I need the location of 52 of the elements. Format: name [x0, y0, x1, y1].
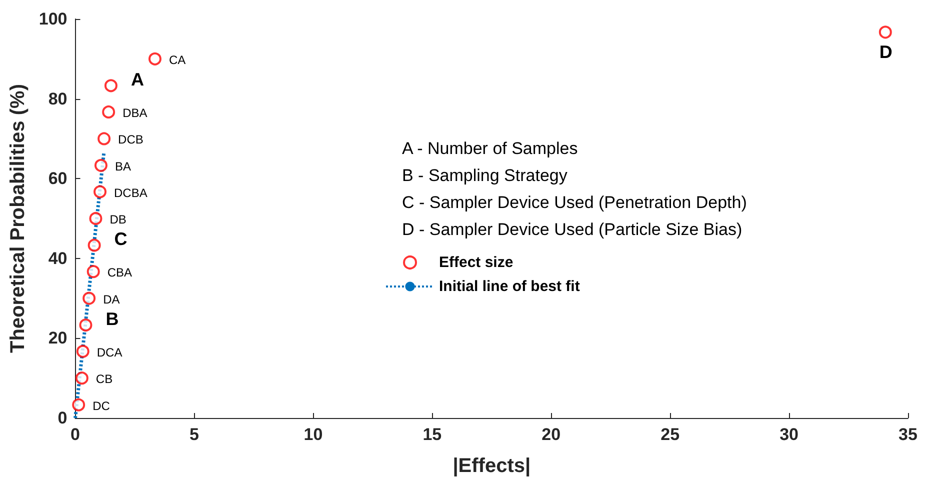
y-tick-label: 40 [48, 248, 68, 268]
x-tick-label: 35 [898, 425, 918, 444]
annotation: BA [114, 159, 131, 174]
legend-label: Effect size [439, 254, 514, 271]
annotation: A - Number of Samples [402, 139, 578, 158]
annotation: CB [96, 372, 113, 386]
annotation: DC [92, 398, 110, 413]
annotation: B - Sampling Strategy [402, 166, 568, 185]
point [82, 292, 96, 305]
x-tick-label: 5 [189, 425, 199, 444]
annotation: C [114, 229, 128, 250]
annotation: DB [110, 212, 126, 226]
annotation: B [106, 309, 119, 330]
y-tick-label: 20 [48, 328, 68, 348]
y-tick-label: 80 [48, 89, 68, 108]
annotation: DA [103, 292, 120, 306]
x-axis-title: |Effects| [452, 455, 531, 477]
annotation: D - Sampler Device Used (Particle Size Bias) [402, 220, 742, 239]
annotation: C - Sampler Device Used (Penetration Depth) [402, 193, 747, 212]
y-tick-label: 60 [48, 169, 68, 188]
annotation: DCA [96, 345, 122, 360]
point [75, 372, 88, 385]
point [102, 105, 116, 118]
y-tick-label: 0 [58, 408, 68, 428]
point [94, 158, 108, 172]
y-axis-title: Theoretical Probabilities (%) [7, 84, 29, 353]
point [89, 212, 102, 225]
annotation: A [130, 70, 144, 90]
point [104, 79, 118, 92]
annotation: CBA [107, 266, 132, 280]
annotation: D [879, 42, 892, 62]
point [98, 132, 111, 146]
annotation: DCBA [114, 186, 148, 200]
x-tick-label: 20 [542, 425, 561, 444]
point [94, 185, 107, 198]
point [86, 265, 100, 278]
point [72, 398, 86, 412]
annotation: DCB [118, 132, 144, 147]
x-tick-label: 10 [304, 425, 323, 444]
x-tick-label: 30 [780, 425, 798, 444]
legend-label: Initial line of best fit [439, 278, 580, 295]
annotation: DBA [122, 106, 148, 120]
annotation: CA [168, 52, 186, 67]
point [878, 26, 892, 39]
x-tick-label: 25 [660, 425, 680, 444]
y-tick-label: 100 [38, 10, 68, 28]
point [88, 238, 101, 252]
point [79, 318, 92, 332]
point [148, 52, 162, 66]
x-tick-label: 15 [422, 425, 442, 444]
point [76, 344, 90, 358]
x-tick-label: 0 [70, 425, 80, 444]
